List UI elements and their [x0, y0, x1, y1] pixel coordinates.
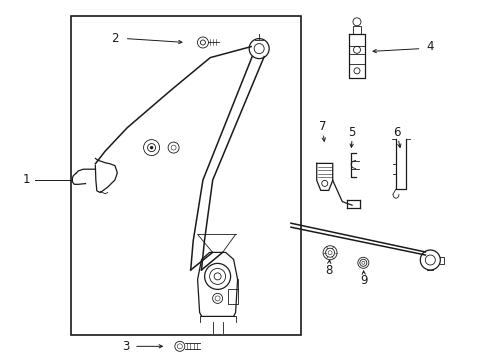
Circle shape — [150, 146, 153, 149]
Text: 5: 5 — [347, 126, 355, 139]
Text: 1: 1 — [23, 174, 31, 186]
Text: 4: 4 — [426, 40, 433, 53]
Text: 8: 8 — [325, 264, 332, 276]
Text: 3: 3 — [122, 340, 130, 353]
Text: 9: 9 — [360, 274, 367, 287]
Text: 6: 6 — [392, 126, 400, 139]
Text: 7: 7 — [318, 120, 326, 133]
Text: 2: 2 — [111, 32, 119, 45]
